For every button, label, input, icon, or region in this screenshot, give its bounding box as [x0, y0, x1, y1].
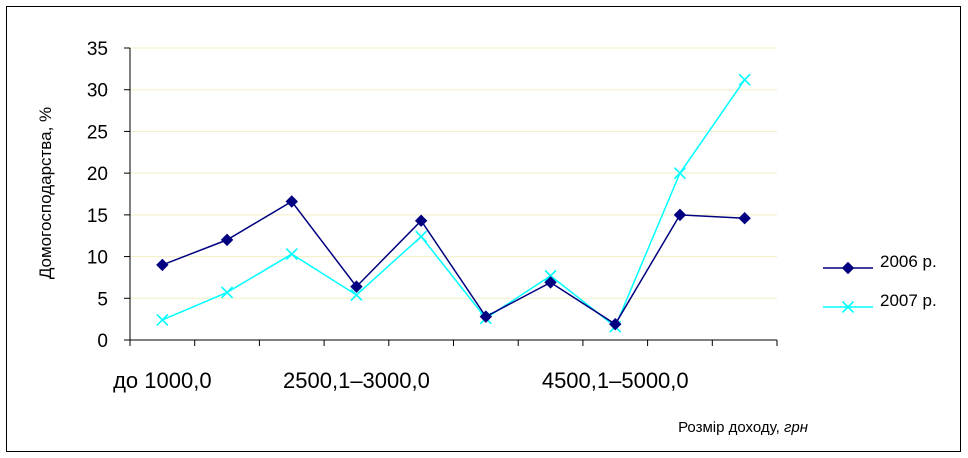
data-point — [738, 73, 751, 86]
legend-label: 2006 р. — [880, 252, 937, 271]
data-point — [156, 258, 169, 272]
data-point — [220, 286, 234, 299]
y-axis-label: Домогосподарства, % — [36, 107, 55, 279]
data-point — [544, 269, 557, 282]
legend-item-2: 2007 р. — [823, 291, 937, 314]
data-point — [220, 233, 234, 247]
legend-marker — [841, 300, 855, 314]
data-point — [285, 248, 298, 261]
gridlines — [130, 47, 777, 299]
marker-stroke — [156, 313, 169, 327]
data-point — [414, 214, 428, 227]
data-point — [285, 195, 298, 208]
data-point — [415, 230, 428, 243]
data-point — [479, 310, 493, 323]
series-line — [162, 200, 745, 326]
x-axis-label-unit: грн — [784, 419, 808, 436]
y-tick-label: 35 — [87, 39, 108, 60]
y-tick-label: 15 — [87, 206, 108, 227]
y-tick-label: 20 — [87, 164, 108, 185]
axes — [129, 48, 777, 341]
y-tick-label: 0 — [97, 331, 108, 352]
x-ticks: до 1000,0 2500,1–3000,0 4500,1–5000,0 — [113, 340, 778, 393]
x-category-label: до 1000,0 — [113, 368, 211, 393]
y-tick-label: 10 — [87, 248, 108, 269]
data-point — [673, 167, 687, 180]
legend-label: 2007 р. — [880, 291, 937, 310]
data-point — [738, 211, 751, 225]
marker-stroke — [415, 230, 428, 243]
series-2 — [156, 73, 751, 333]
data-point — [673, 208, 687, 222]
marker-stroke — [841, 300, 855, 314]
x-axis-label: Розмір доходу, грн — [678, 419, 808, 436]
y-tick-label: 30 — [87, 81, 108, 102]
legend: 2006 р. 2007 р. — [823, 252, 937, 314]
data-point — [609, 317, 622, 331]
marker-stroke — [673, 167, 687, 180]
marker-stroke — [350, 288, 363, 302]
chart-frame — [6, 6, 961, 452]
legend-item-1: 2006 р. — [823, 252, 937, 275]
data-point — [544, 276, 557, 289]
x-category-label: 4500,1–5000,0 — [542, 368, 689, 393]
x-axis-label-text: Розмір доходу, — [678, 419, 780, 436]
series-1 — [156, 195, 751, 331]
series-layer — [156, 73, 751, 333]
data-point — [350, 288, 363, 302]
y-ticks: 0 5 10 15 20 25 30 35 — [87, 39, 130, 352]
marker-stroke — [285, 248, 298, 261]
data-point — [350, 280, 363, 293]
marker-stroke — [544, 269, 557, 282]
marker-stroke — [738, 73, 751, 86]
marker-stroke — [220, 286, 234, 299]
y-tick-label: 25 — [87, 122, 108, 143]
y-tick-label: 5 — [97, 289, 108, 310]
legend-marker — [841, 261, 855, 275]
series-line — [162, 79, 746, 328]
data-point — [156, 313, 169, 327]
x-category-label: 2500,1–3000,0 — [283, 368, 430, 393]
